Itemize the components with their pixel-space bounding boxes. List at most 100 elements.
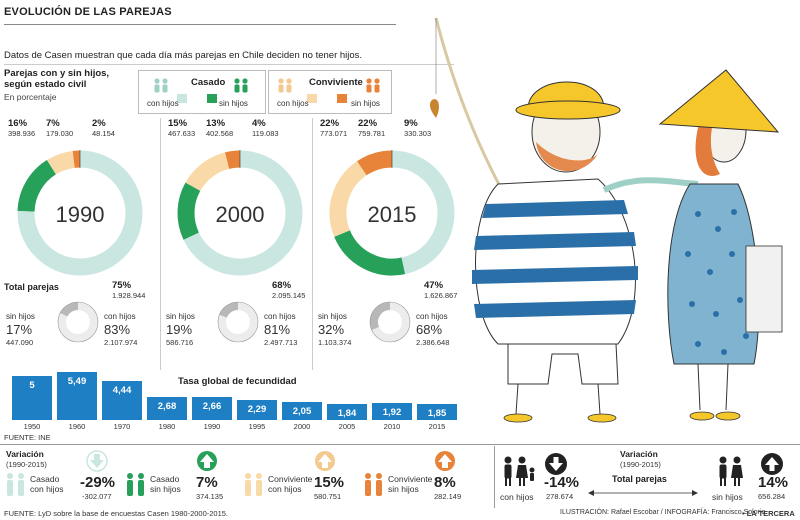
segment-pct: 7% xyxy=(46,118,60,129)
segment-pct: 15% xyxy=(168,118,188,129)
segment-count: 773.071 xyxy=(320,129,348,138)
variation-item-pct: -29% xyxy=(80,474,116,491)
total-sin-arc xyxy=(219,302,239,318)
total-sin-label: sin hijos xyxy=(6,312,35,321)
fertility-year-label: 1995 xyxy=(248,422,266,431)
segment-pct: 9% xyxy=(404,118,418,129)
total-con-count: 2.386.648 xyxy=(416,338,450,347)
couple-icon xyxy=(245,473,262,496)
fertility-year-label: 1990 xyxy=(203,422,221,431)
variation-total-title: Variación xyxy=(620,449,658,459)
segment-count: 119.083 xyxy=(252,129,279,138)
variation-total-sin-label: sin hijos xyxy=(712,492,743,502)
fertility-year-label: 1970 xyxy=(113,422,131,431)
total-sin-pct: 17% xyxy=(6,322,33,337)
legend-casado-con: con hijos xyxy=(147,99,179,108)
variation-total-sin-pct: 14% xyxy=(758,474,789,491)
man-beard xyxy=(536,142,598,172)
column-divider xyxy=(160,118,161,370)
donut-segment-0 xyxy=(183,150,303,276)
legend-casado-sin: sin hijos xyxy=(219,99,248,108)
total-donut-2000 xyxy=(217,301,259,343)
variation-item-label1: Casado xyxy=(150,474,180,484)
intro-text: Datos de Casen muestran que cada día más… xyxy=(4,50,363,61)
variation-item-pct: 15% xyxy=(314,474,345,491)
donut-segment-2 xyxy=(46,150,76,175)
total-con-label: con hijos xyxy=(264,312,296,321)
footer-source: FUENTE: LyD sobre la base de encuestas C… xyxy=(4,509,229,518)
fertility-year-label: 2005 xyxy=(338,422,356,431)
total-con-count: 2.497.713 xyxy=(264,338,298,347)
segment-pct: 68% xyxy=(272,280,292,291)
fertility-bar xyxy=(372,403,412,420)
segment-pct: 22% xyxy=(358,118,378,129)
total-con-count: 2.107.974 xyxy=(104,338,138,347)
segment-pct: 4% xyxy=(252,118,266,129)
variation-total-con-pct: -14% xyxy=(544,474,580,491)
fertility-bar xyxy=(417,403,457,420)
variation-item-count: -302.077 xyxy=(82,492,112,501)
segment-pct: 22% xyxy=(320,118,340,129)
swatch-casado-sin xyxy=(207,94,217,103)
total-sin-count: 447.090 xyxy=(6,338,34,347)
total-sin-arc xyxy=(370,302,391,331)
total-sin-pct: 32% xyxy=(318,322,345,337)
woman-scarf xyxy=(602,177,699,193)
shirt-stripes xyxy=(472,200,638,318)
couple-icon xyxy=(366,78,380,93)
fertility-source: FUENTE: INE xyxy=(4,433,51,442)
variation-item-label1: Casado xyxy=(30,474,60,484)
fertility-chart-title: Tasa global de fecundidad xyxy=(178,376,297,387)
legend-conviviente-title: Conviviente xyxy=(309,77,363,88)
woman-bag xyxy=(745,245,783,333)
total-donut-2015 xyxy=(369,301,411,343)
fertility-bar xyxy=(237,399,277,420)
fertility-bar-value: 2,29 xyxy=(247,403,267,415)
couple-icon xyxy=(127,473,144,496)
variation-item-pct: 7% xyxy=(196,474,218,491)
donut-2015: 2015 xyxy=(329,150,455,276)
total-sin-pct: 19% xyxy=(166,322,193,337)
arrow-up-icon xyxy=(315,451,335,471)
segment-count: 330.303 xyxy=(404,129,432,138)
variation-item-label2: con hijos xyxy=(30,484,64,494)
chart-subtitle: Parejas con y sin hijos, según estado ci… xyxy=(4,68,110,90)
donut-segment-1 xyxy=(17,160,57,212)
arrow-up-icon xyxy=(761,453,783,475)
donut-segment-0 xyxy=(17,150,143,276)
segment-count: 2.095.145 xyxy=(272,291,306,300)
woman-hair xyxy=(695,114,720,176)
fertility-bar xyxy=(102,381,142,420)
total-con-pct: 68% xyxy=(416,322,443,337)
variation-item-count: 282.149 xyxy=(434,492,462,501)
fertility-bar-value: 1,84 xyxy=(337,407,357,419)
fertility-bar xyxy=(147,396,187,420)
total-sin-count: 586.716 xyxy=(166,338,194,347)
segment-count: 467.633 xyxy=(168,129,196,138)
variation-total-con-count: 278.674 xyxy=(546,492,574,501)
total-con-label: con hijos xyxy=(416,312,448,321)
legend-conviviente: Conviviente con hijos sin hijos xyxy=(268,70,392,114)
segment-count: 1.928.944 xyxy=(112,291,146,300)
fertility-bar xyxy=(57,372,97,420)
arrow-down-icon xyxy=(86,450,108,472)
segment-pct: 13% xyxy=(206,118,226,129)
fertility-year-label: 2010 xyxy=(383,422,401,431)
donut-segment-1 xyxy=(334,230,406,276)
segment-pct: 16% xyxy=(8,118,28,129)
donut-segment-3 xyxy=(224,150,241,169)
fertility-bar-value: 4,44 xyxy=(112,385,132,397)
footer-brand: • LA TERCERA xyxy=(742,509,795,518)
segment-pct: 47% xyxy=(424,280,444,291)
fertility-bar-value: 5,49 xyxy=(67,376,87,387)
total-con-pct: 83% xyxy=(104,322,131,337)
legend-conv-sin: sin hijos xyxy=(351,99,380,108)
donut-segment-3 xyxy=(356,150,393,176)
legend-conv-swatches xyxy=(278,78,380,103)
legend-casado: Casado con hijos sin hijos xyxy=(138,70,266,114)
legend-casado-swatches xyxy=(154,78,248,103)
variation-total-period: (1990-2015) xyxy=(620,460,661,469)
variation-divider xyxy=(0,444,800,445)
fertility-bar-value: 1,85 xyxy=(427,407,447,419)
fertility-bar-value: 2,68 xyxy=(157,400,177,412)
